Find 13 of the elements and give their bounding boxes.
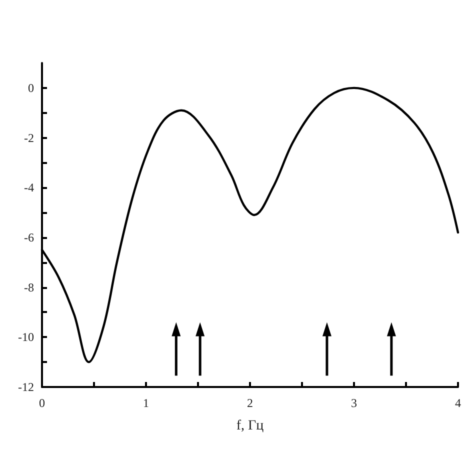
x-axis-title: f, Гц — [236, 418, 264, 434]
y-tick-label: -12 — [18, 380, 34, 394]
y-tick-label: -8 — [24, 280, 34, 294]
y-tick-label: -10 — [18, 330, 34, 344]
x-tick-label: 1 — [143, 396, 149, 410]
y-tick-label: -2 — [24, 130, 34, 145]
x-tick-label: 0 — [39, 396, 45, 410]
y-tick-label: 0 — [28, 80, 34, 95]
x-tick-label: 3 — [351, 396, 357, 410]
x-tick-label: 2 — [247, 396, 253, 410]
y-tick-label: -4 — [24, 180, 34, 195]
x-tick-label: 4 — [455, 396, 461, 410]
y-tick-label: -6 — [24, 230, 34, 244]
